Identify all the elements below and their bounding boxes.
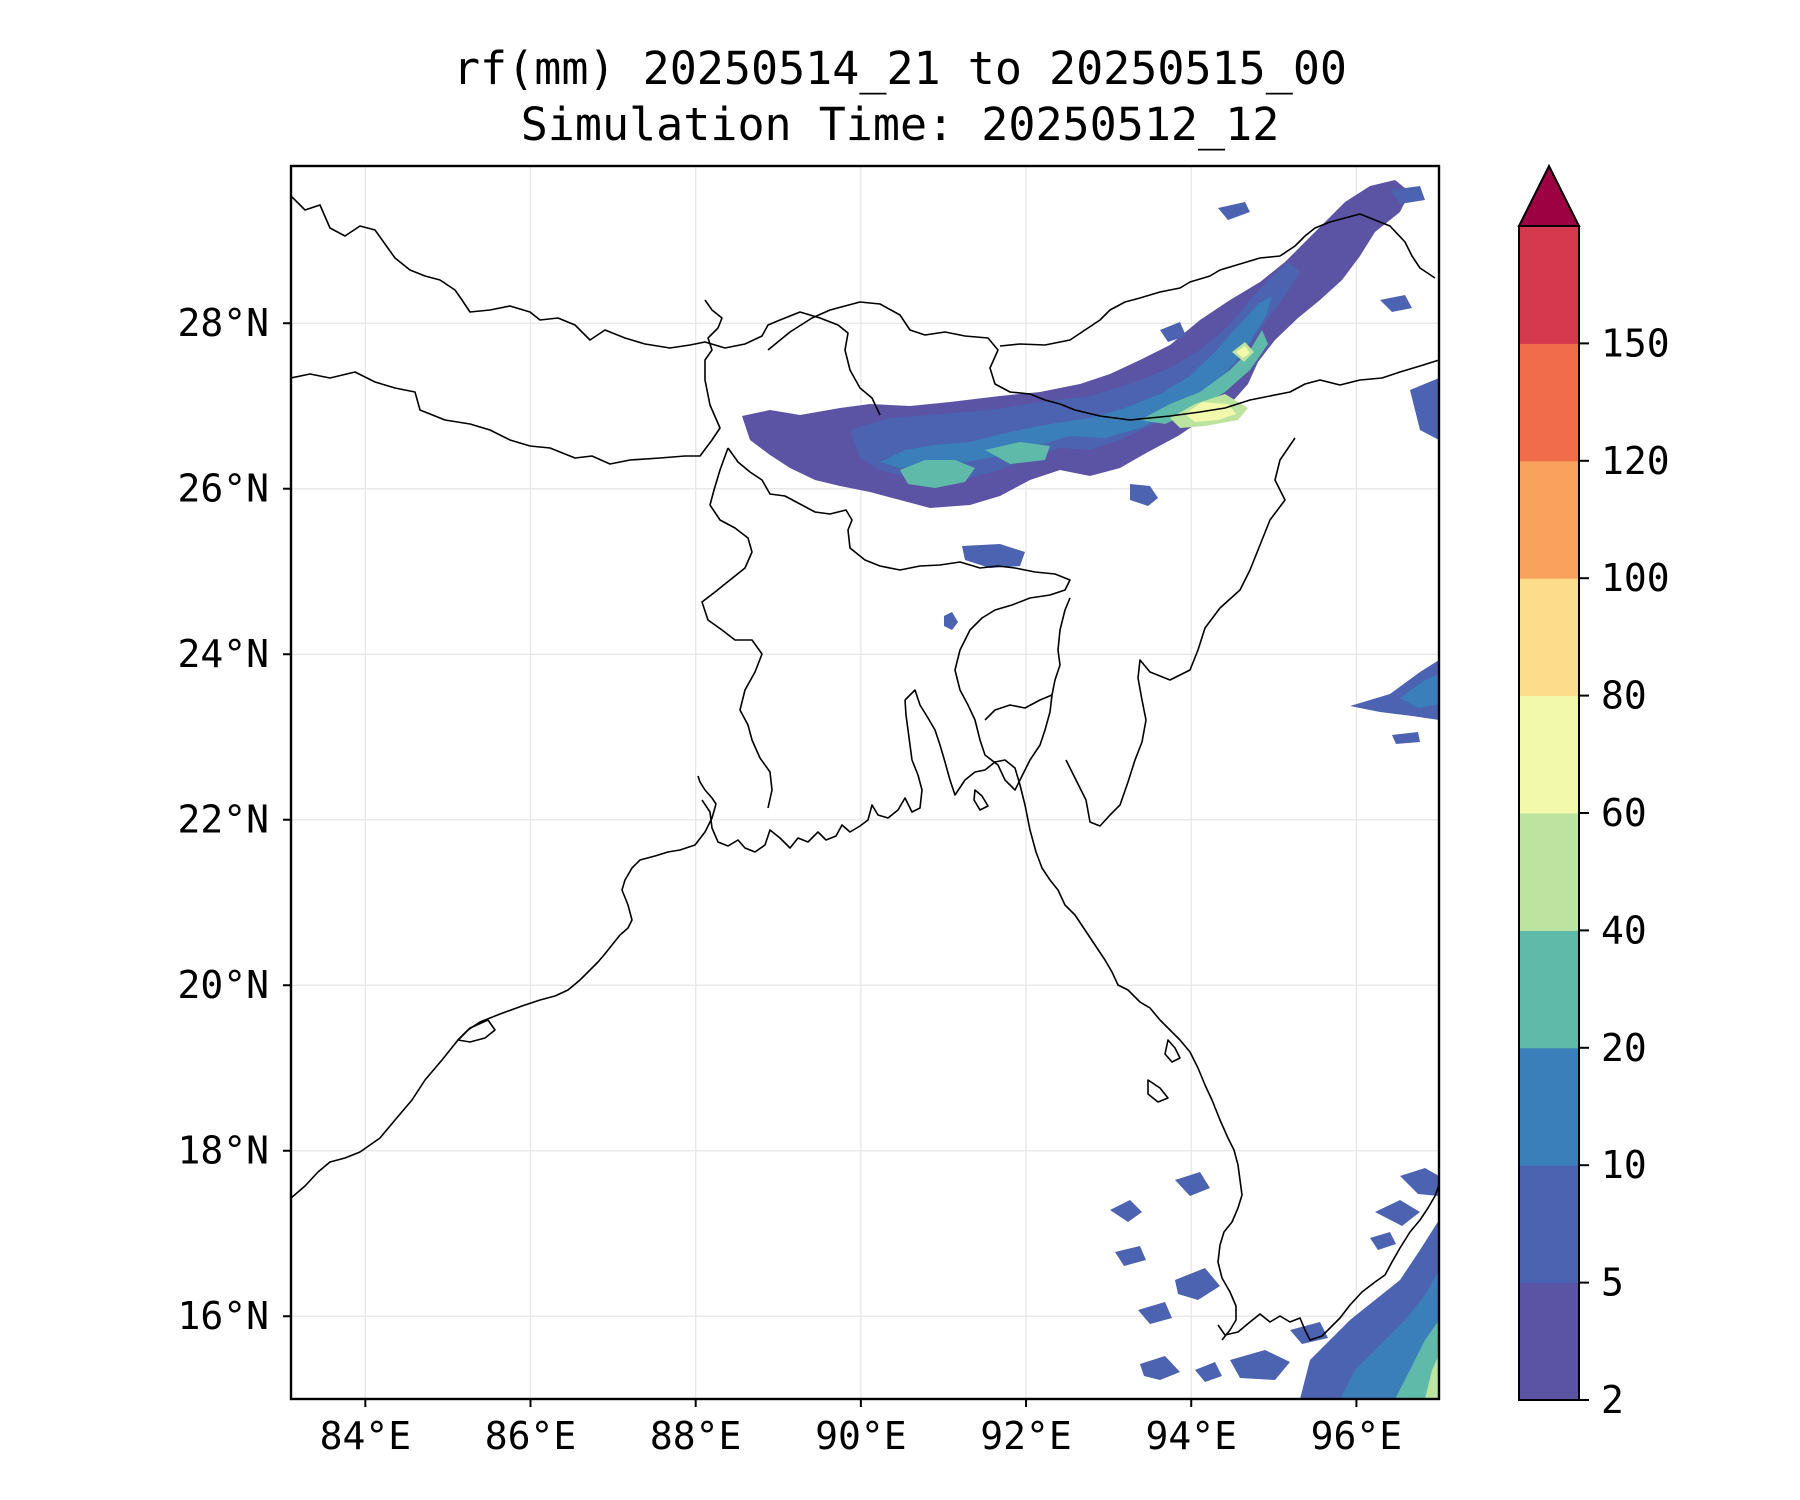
colorbar-tick-label: 10 (1601, 1143, 1647, 1187)
rain-patch-meghalaya (962, 544, 1025, 568)
coast-sundarbans (701, 699, 923, 853)
border-northeast-india (1074, 359, 1439, 421)
rain-patch-bay-6 (1140, 1356, 1180, 1380)
rain-cell-40c (1140, 330, 1268, 424)
rain-cell-40 (900, 460, 975, 488)
colorbar-segment (1519, 1282, 1579, 1401)
lon-tick-label: 94°E (1145, 1414, 1237, 1458)
colorbar-extend-arrow (1517, 163, 1581, 227)
lon-tick-label: 86°E (485, 1414, 577, 1458)
colorbar-tick-label: 2 (1601, 1378, 1624, 1422)
coast-chilika (457, 1019, 496, 1043)
colorbar: 2 5 10 20 40 60 80 100 120 150 (1517, 163, 1670, 1422)
rain-patch-bay-1 (1110, 1200, 1142, 1222)
colorbar-segment (1519, 343, 1579, 462)
coast-myanmar-delta (1217, 1184, 1439, 1341)
rain-band-northeast-20 (880, 296, 1272, 468)
rain-patch-bay-2 (1175, 1172, 1210, 1196)
colorbar-segment (1519, 226, 1579, 344)
rain-patch-bay-7 (1195, 1362, 1222, 1382)
rain-patch-ne-5 (1380, 295, 1412, 312)
rain-patch-ne-3 (1218, 202, 1250, 220)
colorbar-tick-label: 5 (1601, 1261, 1624, 1305)
border-nepal-china (291, 195, 881, 416)
colorbar-tick-label: 150 (1601, 321, 1670, 365)
rain-patch-se-1 (1375, 1200, 1420, 1226)
rain-patch-east-1b (1400, 674, 1439, 708)
lon-tick-label: 90°E (815, 1414, 907, 1458)
chart-title-line-2: Simulation Time: 20250512_12 (520, 98, 1280, 151)
colorbar-tick-label: 20 (1601, 1026, 1647, 1070)
coast-islands (1164, 1039, 1181, 1063)
border-india-china-east (999, 213, 1436, 347)
lon-tick-label: 88°E (650, 1414, 742, 1458)
rain-patch-dot-1 (944, 612, 958, 630)
lat-tick-label: 28°N (177, 301, 269, 345)
rain-cell-80 (1185, 402, 1236, 422)
coastlines-borders (291, 195, 1439, 1341)
rain-patch-se-3 (1370, 1232, 1396, 1250)
colorbar-segment (1519, 460, 1579, 579)
rainfall-field (742, 180, 1439, 1399)
colorbar-tick-label: 40 (1601, 908, 1647, 952)
coast-islands-2 (1147, 1079, 1169, 1103)
rain-band-northeast (742, 180, 1410, 508)
coast-bangladesh-east (904, 689, 1243, 1341)
rain-band-northeast-10 (850, 262, 1300, 482)
gridlines (291, 166, 1439, 1399)
rain-patch-east-2 (1392, 732, 1420, 744)
lat-tick-label: 16°N (177, 1294, 269, 1338)
rain-patch-bay-5 (1138, 1302, 1172, 1324)
lon-tick-label: 84°E (320, 1414, 412, 1458)
colorbar-segment (1519, 930, 1579, 1049)
colorbar-segment (1519, 1047, 1579, 1166)
colorbar-segment (1519, 695, 1579, 814)
lon-tick-label: 92°E (980, 1414, 1072, 1458)
rain-patch-bay-8 (1230, 1350, 1290, 1380)
rain-patch-ne-6 (1390, 186, 1425, 204)
lat-tick-label: 22°N (177, 798, 269, 842)
latitude-ticks: 16°N 18°N 20°N 22°N 24°N 26°N 28°N (177, 301, 291, 1338)
rain-patch-bay-9 (1290, 1322, 1328, 1344)
lat-tick-label: 20°N (177, 963, 269, 1007)
rain-patch-bay-4 (1115, 1246, 1146, 1266)
colorbar-tick-label: 60 (1601, 791, 1647, 835)
longitude-ticks: 84°E 86°E 88°E 90°E 92°E 94°E 96°E (320, 1399, 1403, 1458)
rain-patch-se-corner-60 (1425, 1355, 1439, 1399)
border-india-myanmar (1065, 437, 1296, 827)
rain-patch-se-2 (1400, 1168, 1439, 1196)
rain-patch-bay-3 (1175, 1268, 1220, 1300)
coast-india-east (291, 775, 717, 1199)
rain-cell-80b (1236, 346, 1250, 358)
colorbar-segment (1519, 578, 1579, 697)
colorbar-tick-label: 120 (1601, 439, 1670, 483)
lon-tick-label: 96°E (1311, 1414, 1403, 1458)
chart-title-line-1: rf(mm) 20250514_21 to 20250515_00 (452, 42, 1348, 95)
colorbar-segment (1519, 813, 1579, 931)
colorbar-segment (1519, 1165, 1579, 1284)
border-bangladesh (727, 447, 1071, 791)
colorbar-tick-label: 80 (1601, 674, 1647, 718)
border-bangladesh-west (701, 447, 773, 809)
lat-tick-label: 26°N (177, 467, 269, 511)
rain-patch-ne-2 (1130, 484, 1158, 506)
rain-cell-40b (985, 442, 1050, 464)
lat-tick-label: 24°N (177, 632, 269, 676)
rain-patch-se-corner-40 (1395, 1320, 1439, 1399)
map-frame (289, 164, 1441, 1401)
border-bhutan (767, 301, 1076, 411)
coast-islands-3 (973, 789, 989, 811)
border-tripura-mizoram (1051, 597, 1071, 696)
border-nepal-india (291, 299, 723, 465)
colorbar-tick-label: 100 (1601, 556, 1670, 600)
rain-patch-ne-4 (1160, 322, 1186, 342)
rain-patch-ne-7 (1410, 378, 1439, 440)
lat-tick-label: 18°N (177, 1129, 269, 1173)
